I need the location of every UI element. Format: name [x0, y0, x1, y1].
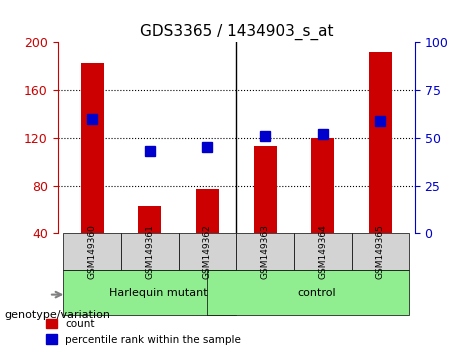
Bar: [369, 52, 392, 233]
FancyBboxPatch shape: [179, 233, 236, 270]
Bar: [254, 146, 277, 233]
FancyBboxPatch shape: [294, 233, 351, 270]
Bar: [81, 63, 104, 233]
Text: GSM149361: GSM149361: [145, 224, 154, 279]
Text: GSM149365: GSM149365: [376, 224, 385, 279]
Title: GDS3365 / 1434903_s_at: GDS3365 / 1434903_s_at: [140, 23, 333, 40]
Text: GSM149360: GSM149360: [88, 224, 97, 279]
Bar: [196, 189, 219, 233]
Text: Harlequin mutant: Harlequin mutant: [109, 287, 208, 298]
Legend: count, percentile rank within the sample: count, percentile rank within the sample: [42, 315, 245, 349]
FancyBboxPatch shape: [351, 233, 409, 270]
FancyBboxPatch shape: [121, 233, 179, 270]
Bar: [311, 138, 334, 233]
Text: genotype/variation: genotype/variation: [5, 310, 111, 320]
FancyBboxPatch shape: [236, 233, 294, 270]
Bar: [138, 206, 161, 233]
Text: control: control: [298, 287, 336, 298]
Text: GSM149363: GSM149363: [260, 224, 270, 279]
FancyBboxPatch shape: [207, 270, 409, 315]
Text: GSM149362: GSM149362: [203, 224, 212, 279]
FancyBboxPatch shape: [64, 270, 236, 315]
FancyBboxPatch shape: [64, 233, 121, 270]
Text: GSM149364: GSM149364: [318, 224, 327, 279]
